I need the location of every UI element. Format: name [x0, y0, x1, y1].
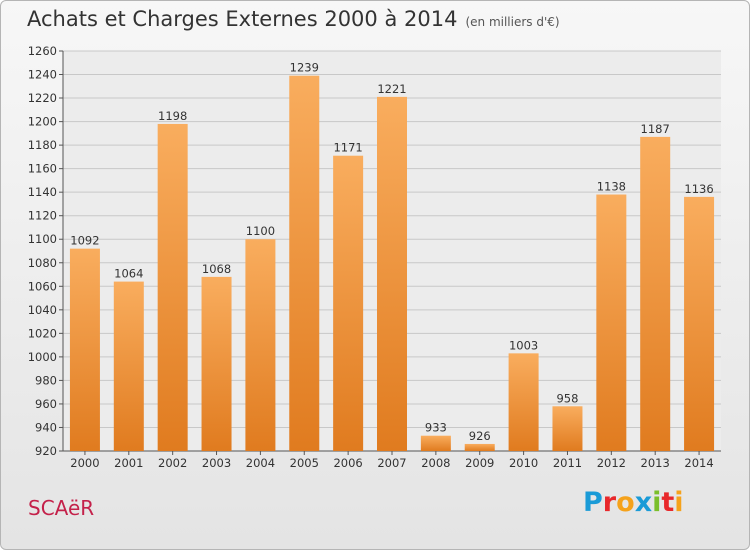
data-label-2011: 958: [556, 391, 578, 405]
logo-letter: i: [652, 487, 662, 518]
y-tick-label: 1220: [28, 91, 57, 105]
data-label-2010: 1003: [509, 338, 538, 352]
y-tick-label: 1180: [28, 138, 57, 152]
x-tick-label-2001: 2001: [114, 456, 143, 470]
data-label-2004: 1100: [246, 224, 275, 238]
logo-letter: x: [634, 487, 653, 518]
bar-2008: [420, 435, 451, 451]
x-tick-label-2005: 2005: [290, 456, 319, 470]
logo-letter: P: [583, 487, 603, 518]
data-label-2003: 1068: [202, 262, 231, 276]
x-tick-label-2002: 2002: [158, 456, 187, 470]
x-tick-label-2008: 2008: [421, 456, 450, 470]
logo-letter: t: [661, 487, 675, 518]
data-label-2013: 1187: [641, 122, 670, 136]
bar-2000: [69, 248, 100, 451]
y-tick-label: 1040: [28, 303, 57, 317]
x-tick-label-2007: 2007: [377, 456, 406, 470]
x-tick-label-2013: 2013: [641, 456, 670, 470]
bar-2010: [508, 353, 539, 451]
data-label-2009: 926: [469, 429, 491, 443]
y-tick-label: 1140: [28, 185, 57, 199]
y-tick-label: 1000: [28, 350, 57, 364]
y-tick-label: 1240: [28, 68, 57, 82]
chart-title: Achats et Charges Externes 2000 à 2014 (e…: [27, 7, 560, 31]
bar-2009: [464, 443, 495, 451]
y-tick-label: 1120: [28, 209, 57, 223]
x-tick-label-2009: 2009: [465, 456, 494, 470]
y-tick-label: 980: [35, 373, 57, 387]
y-tick-label: 1080: [28, 256, 57, 270]
logo-letter: r: [602, 487, 617, 518]
y-tick-label: 1100: [28, 232, 57, 246]
data-label-2006: 1171: [333, 141, 362, 155]
bar-2011: [552, 406, 583, 451]
x-tick-label-2014: 2014: [684, 456, 713, 470]
y-tick-label: 960: [35, 397, 57, 411]
bar-2012: [596, 194, 627, 451]
data-label-2005: 1239: [290, 61, 319, 75]
data-label-2001: 1064: [114, 267, 143, 281]
commune-name: SCAëR: [28, 496, 95, 520]
x-tick-label-2010: 2010: [509, 456, 538, 470]
y-tick-label: 1260: [28, 44, 57, 58]
y-tick-label: 1200: [28, 115, 57, 129]
y-tick-label: 940: [35, 420, 57, 434]
y-tick-label: 1020: [28, 326, 57, 340]
logo-letter: i: [674, 487, 684, 518]
data-label-2014: 1136: [684, 182, 713, 196]
x-tick-label-2006: 2006: [333, 456, 362, 470]
x-tick-label-2000: 2000: [70, 456, 99, 470]
proxiti-logo: Proxiti: [583, 487, 684, 518]
x-tick-label-2004: 2004: [246, 456, 275, 470]
y-tick-label: 1160: [28, 162, 57, 176]
bar-2014: [684, 196, 715, 451]
bar-2003: [201, 276, 232, 451]
bar-2006: [333, 155, 364, 452]
bar-2007: [377, 96, 407, 451]
x-tick-label-2011: 2011: [553, 456, 582, 470]
x-tick-label-2012: 2012: [597, 456, 626, 470]
chart-subtitle: (en milliers d'€): [465, 15, 560, 29]
bar-2013: [640, 136, 671, 451]
x-tick-label-2003: 2003: [202, 456, 231, 470]
bar-2001: [113, 281, 144, 451]
bar-2002: [157, 123, 188, 452]
data-label-2008: 933: [425, 421, 447, 435]
data-label-2000: 1092: [70, 234, 99, 248]
logo-letter: o: [616, 487, 635, 518]
data-label-2002: 1198: [158, 109, 187, 123]
bar-2005: [289, 75, 320, 452]
data-label-2012: 1138: [597, 180, 626, 194]
y-tick-label: 920: [35, 444, 57, 458]
data-label-2007: 1221: [377, 82, 406, 96]
bar-2004: [245, 239, 276, 451]
y-tick-label: 1060: [28, 279, 57, 293]
